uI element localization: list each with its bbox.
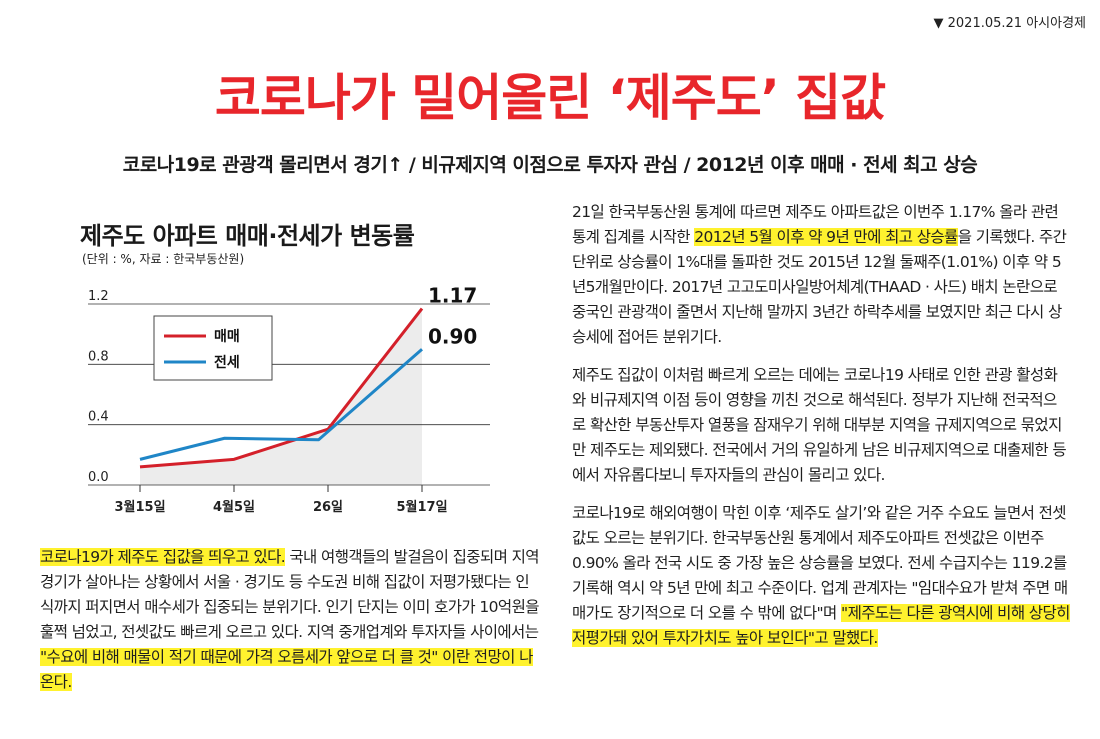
data-label: 0.90 [428, 324, 477, 348]
legend-label: 전세 [214, 354, 240, 371]
series-line-매매 [139, 307, 424, 469]
highlighted-fact: 2012년 5월 이후 약 9년 만에 최고 상승률 [694, 228, 958, 246]
y-tick-label: 0.4 [88, 410, 109, 425]
subheadline: 코로나19로 관광객 몰리면서 경기↑ / 비규제지역 이점으로 투자자 관심 … [122, 154, 978, 176]
x-tick-label: 3월15일 [114, 499, 165, 515]
article-right-column: 21일 한국부동산원 통계에 따르면 제주도 아파트값은 이번주 1.17% 올… [572, 200, 1070, 664]
chart-area-fill [140, 308, 422, 485]
x-tick-label: 4월5일 [213, 499, 255, 515]
article-paragraph: 코로나19로 해외여행이 막힌 이후 ‘제주도 살기’와 같은 거주 수요도 늘… [572, 501, 1070, 651]
data-label: 1.17 [428, 284, 477, 308]
chart-source: (단위 : %, 자료 : 한국부동산원) [82, 252, 245, 266]
paragraph-text: 을 기록했다. 주간 단위로 상승률이 1%대를 돌파한 것도 2015년 12… [572, 228, 1067, 346]
y-tick-label: 0.0 [88, 470, 109, 485]
highlighted-quote: "수요에 비해 매물이 적기 때문에 가격 오름세가 앞으로 더 클 것" 이란… [40, 648, 533, 691]
paragraph-text: 국내 여행객들의 발걸음이 집중되며 지역 경기가 살아나는 상황에서 서울 ·… [40, 548, 540, 641]
legend-box [153, 315, 273, 381]
paragraph-text: 21일 한국부동산원 통계에 따르면 제주도 아파트값은 이번주 1.17% 올… [572, 203, 1059, 246]
article-paragraph: 제주도 집값이 이처럼 빠르게 오르는 데에는 코로나19 사태로 인한 관광 … [572, 366, 1067, 484]
dateline: ▼ 2021.05.21 아시아경제 [933, 16, 1087, 31]
paragraph-text: 코로나19로 해외여행이 막힌 이후 ‘제주도 살기’와 같은 거주 수요도 늘… [572, 504, 1068, 622]
y-tick-label: 0.8 [88, 349, 109, 364]
series-line-전세 [139, 348, 423, 461]
article-left-column: 코로나19가 제주도 집값을 띄우고 있다. 국내 여행객들의 발걸음이 집중되… [40, 545, 540, 708]
chart-title: 제주도 아파트 매매·전세가 변동률 [80, 222, 415, 250]
x-tick-label: 5월17일 [396, 499, 447, 515]
highlighted-lead: 코로나19가 제주도 집값을 띄우고 있다. [40, 548, 286, 566]
legend-label: 매매 [214, 329, 240, 345]
article-paragraph: 코로나19가 제주도 집값을 띄우고 있다. 국내 여행객들의 발걸음이 집중되… [40, 545, 540, 695]
line-chart: 1.2 0.8 0.4 0.0 3월15일 4월5일 26일 5월17일 1.17 0.90 매매전… [88, 284, 490, 515]
y-tick-label: 1.2 [88, 289, 109, 304]
x-tick-label: 26일 [313, 500, 343, 515]
headline: 코로나가 밀어올린 ‘제주도’ 집값 [214, 69, 886, 127]
article-paragraph: 21일 한국부동산원 통계에 따르면 제주도 아파트값은 이번주 1.17% 올… [572, 200, 1070, 350]
